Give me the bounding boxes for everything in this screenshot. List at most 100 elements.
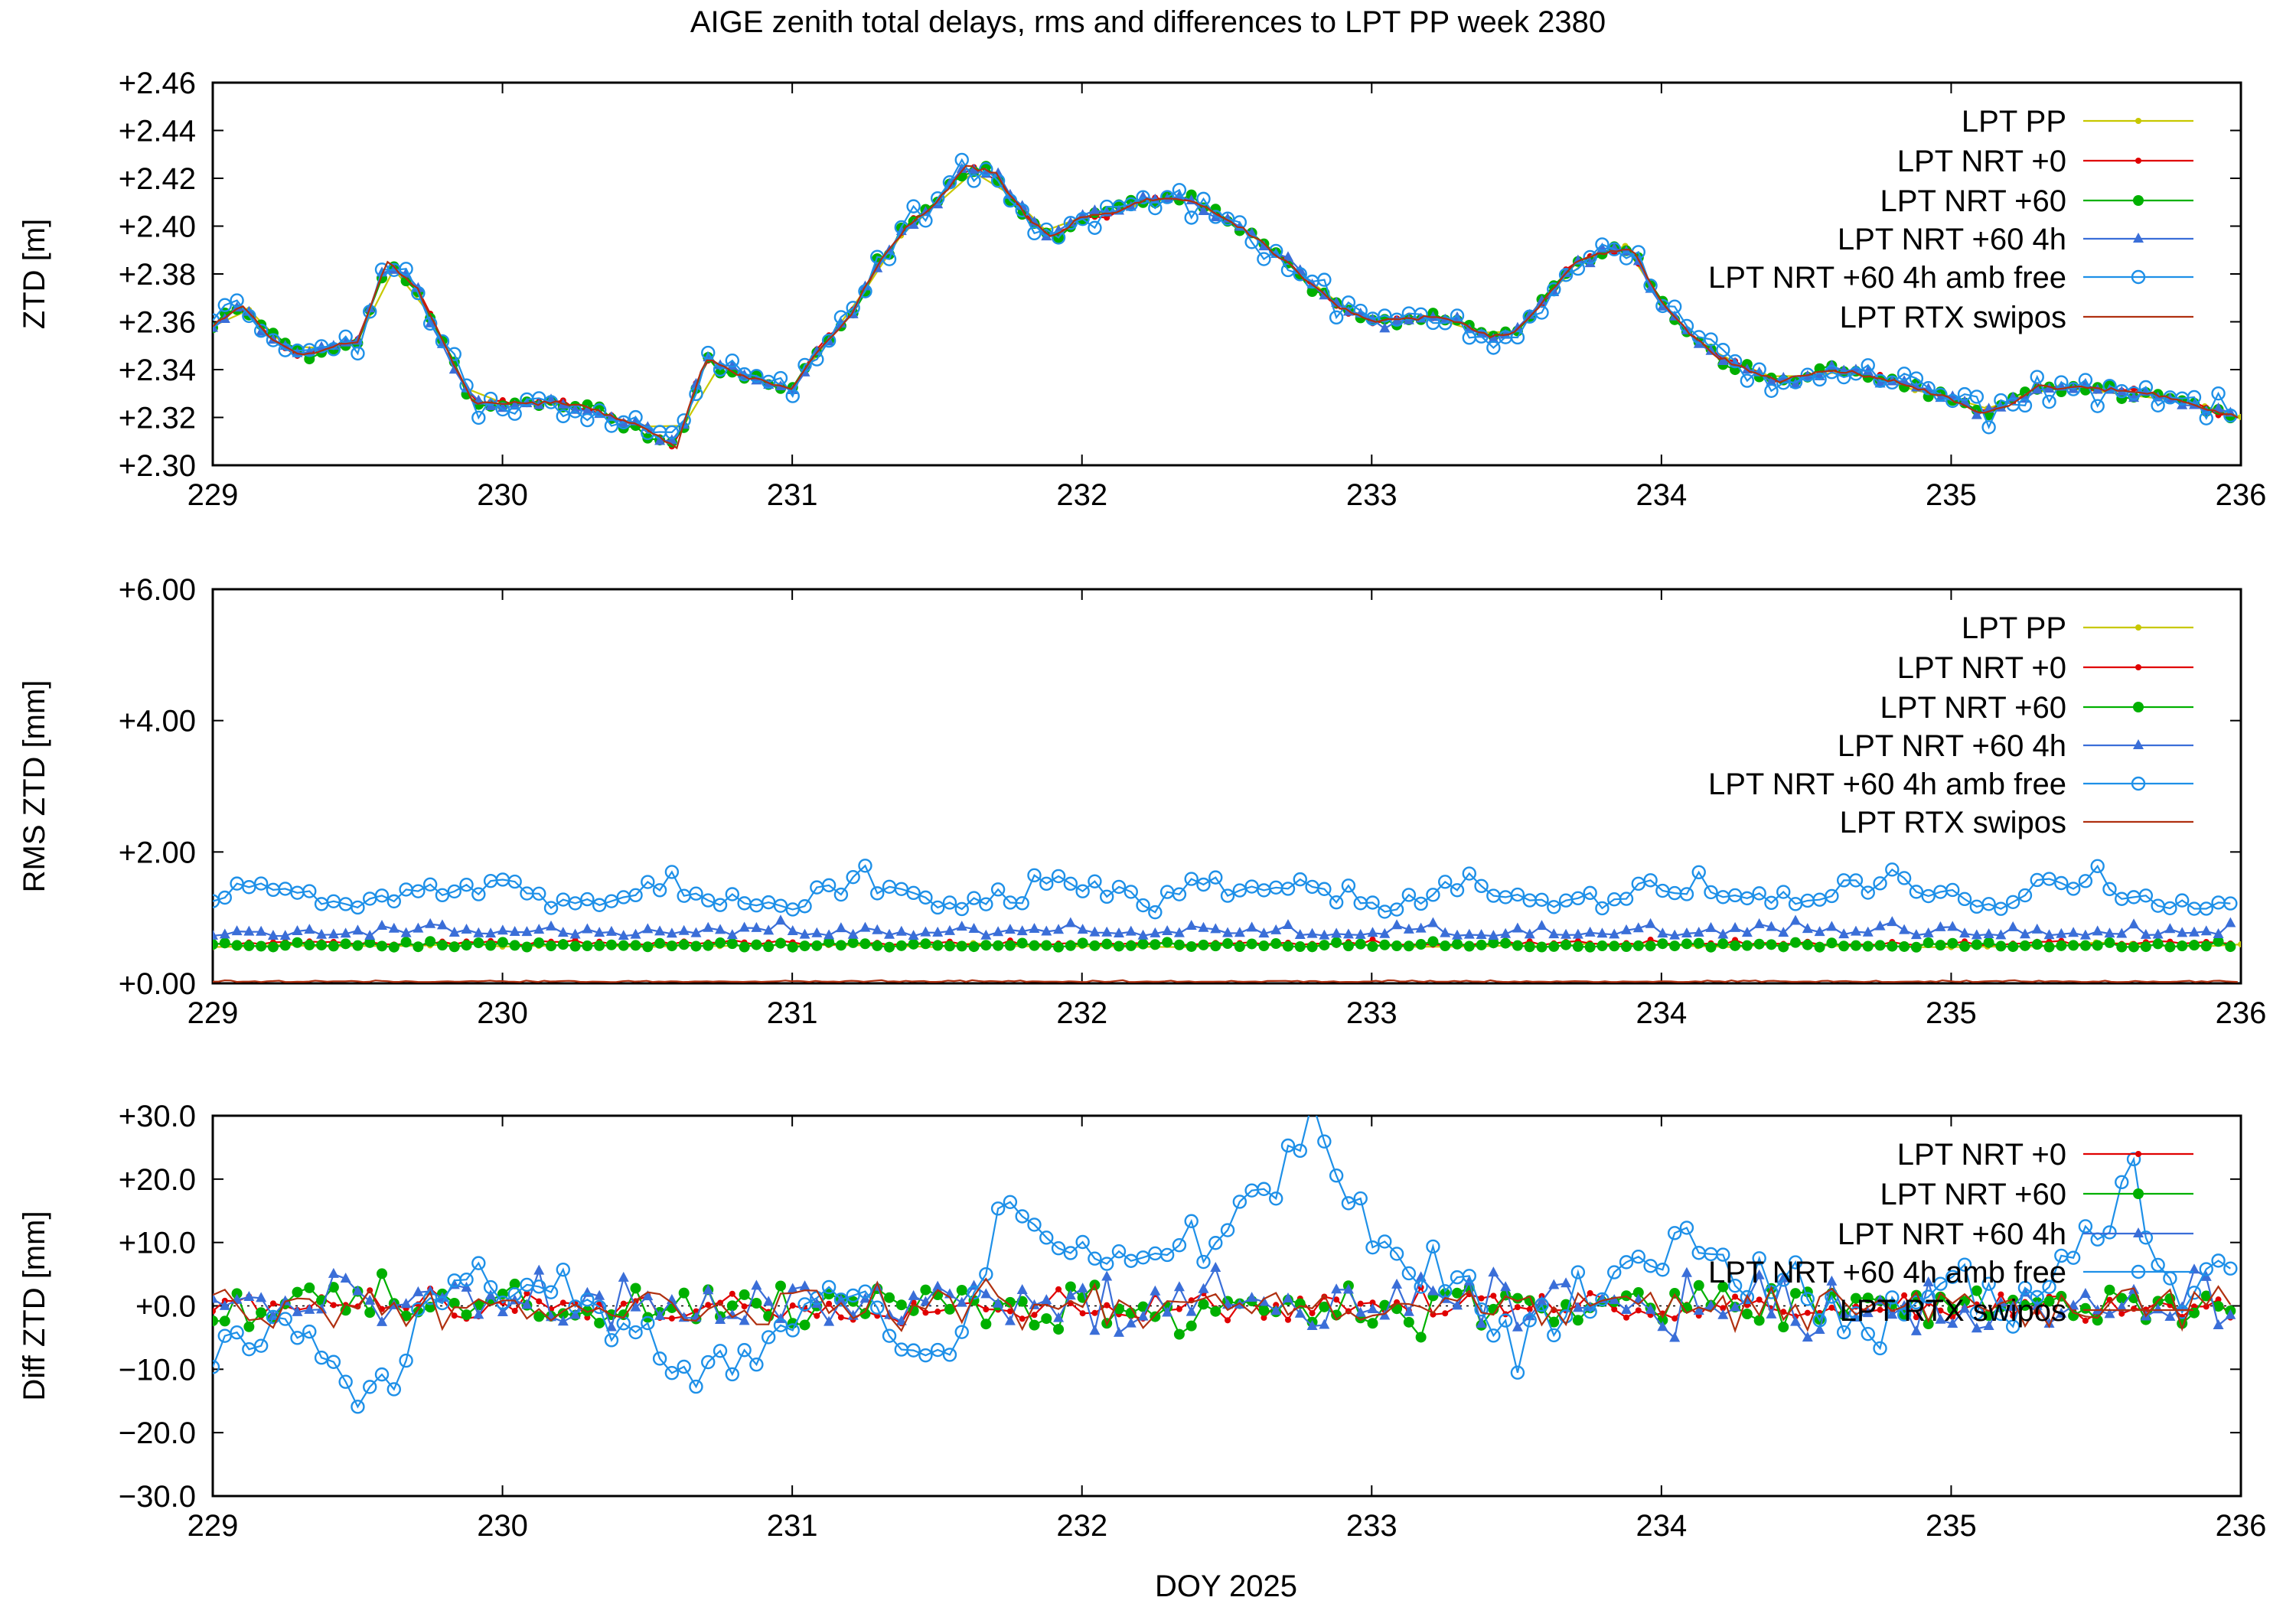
data-point xyxy=(1717,1309,1729,1319)
data-point xyxy=(1004,1315,1016,1325)
x-tick-label: 235 xyxy=(1926,1509,1977,1543)
data-point xyxy=(1826,921,1838,931)
data-point xyxy=(980,1319,992,1330)
data-point xyxy=(1476,939,1487,950)
data-point xyxy=(1280,262,1296,278)
data-point xyxy=(1088,874,1102,888)
data-point xyxy=(1210,1305,1221,1317)
data-point xyxy=(870,1300,885,1315)
data-point xyxy=(2128,918,2140,929)
data-point xyxy=(1595,901,1609,916)
data-point xyxy=(703,921,714,932)
data-point xyxy=(942,1348,957,1362)
data-point xyxy=(918,1348,933,1363)
y-tick-label: +30.0 xyxy=(119,1100,196,1133)
data-point xyxy=(1159,190,1175,204)
data-point xyxy=(968,922,980,933)
data-point xyxy=(1826,1275,1838,1286)
data-point xyxy=(459,1272,474,1287)
data-point xyxy=(859,921,871,932)
data-point xyxy=(2056,927,2067,938)
data-point xyxy=(2078,373,2093,387)
data-point xyxy=(1632,1287,1644,1299)
x-tick-label: 233 xyxy=(1346,996,1397,1030)
data-point xyxy=(1041,940,1052,951)
data-point xyxy=(2066,382,2081,396)
data-point xyxy=(1994,901,2008,916)
data-point xyxy=(569,928,581,939)
x-tick-label: 235 xyxy=(1926,996,1977,1030)
data-point xyxy=(1261,1315,1267,1322)
data-point xyxy=(1355,1306,1366,1317)
data-point xyxy=(1196,1254,1211,1270)
data-point xyxy=(604,1333,619,1348)
data-point xyxy=(895,1299,907,1311)
data-point xyxy=(1645,918,1656,928)
data-point xyxy=(1452,938,1463,950)
data-point xyxy=(895,1315,907,1325)
data-point xyxy=(2078,874,2093,888)
data-point xyxy=(1632,940,1644,951)
data-point xyxy=(1089,1325,1101,1335)
data-point xyxy=(266,333,281,347)
data-point xyxy=(1679,318,1694,334)
data-point xyxy=(1862,926,1874,937)
data-point xyxy=(1874,377,1886,388)
data-point xyxy=(399,1353,413,1368)
data-point xyxy=(292,1305,303,1316)
legend-label: LPT NRT +60 4h xyxy=(1838,223,2066,256)
data-point xyxy=(1727,1278,1743,1293)
data-point xyxy=(713,898,728,912)
data-point xyxy=(775,1280,786,1292)
data-point xyxy=(1486,1328,1501,1343)
data-point xyxy=(1800,1292,1815,1306)
data-point xyxy=(1196,877,1211,892)
data-point xyxy=(219,928,230,939)
data-point xyxy=(934,1309,941,1315)
data-point xyxy=(1981,897,1996,911)
data-point xyxy=(823,1315,835,1326)
data-point xyxy=(1015,896,1029,911)
data-point xyxy=(980,1288,992,1299)
data-point xyxy=(725,1367,740,1382)
data-point xyxy=(1041,1313,1052,1325)
data-point xyxy=(1427,917,1439,927)
data-point xyxy=(1293,267,1307,282)
data-point xyxy=(2031,1299,2043,1310)
y-tick-label: +20.0 xyxy=(119,1163,196,1197)
data-point xyxy=(1309,1309,1316,1316)
data-point xyxy=(689,1379,703,1394)
data-point xyxy=(1788,1255,1803,1270)
data-point xyxy=(1790,1288,1802,1299)
data-point xyxy=(1196,191,1211,207)
data-point xyxy=(1995,940,2007,952)
data-point xyxy=(1294,941,1306,953)
series-line xyxy=(213,1277,2232,1334)
data-point xyxy=(703,940,714,951)
data-point xyxy=(954,901,969,917)
data-point xyxy=(2031,939,2043,950)
data-point xyxy=(1379,322,1391,333)
data-point xyxy=(799,928,810,939)
data-point xyxy=(1269,1191,1283,1206)
data-point xyxy=(461,1309,472,1321)
data-point xyxy=(1367,927,1378,937)
data-point xyxy=(1031,1312,1038,1319)
data-point xyxy=(1512,1321,1523,1332)
data-point xyxy=(374,1367,390,1382)
plot-frame xyxy=(211,588,2242,985)
legend-label: LPT RTX swipos xyxy=(1840,301,2066,334)
data-point xyxy=(1220,1223,1235,1237)
data-point xyxy=(1512,922,1523,933)
data-point xyxy=(1015,1209,1029,1224)
data-point xyxy=(1053,924,1065,934)
data-point xyxy=(605,939,617,950)
data-point xyxy=(1836,1325,1851,1340)
data-point xyxy=(1862,1307,1874,1318)
data-point xyxy=(726,929,738,940)
data-point xyxy=(594,927,605,937)
data-point xyxy=(1150,927,1161,937)
data-point xyxy=(2199,901,2213,916)
data-point xyxy=(872,924,883,934)
data-point xyxy=(1524,941,1535,953)
